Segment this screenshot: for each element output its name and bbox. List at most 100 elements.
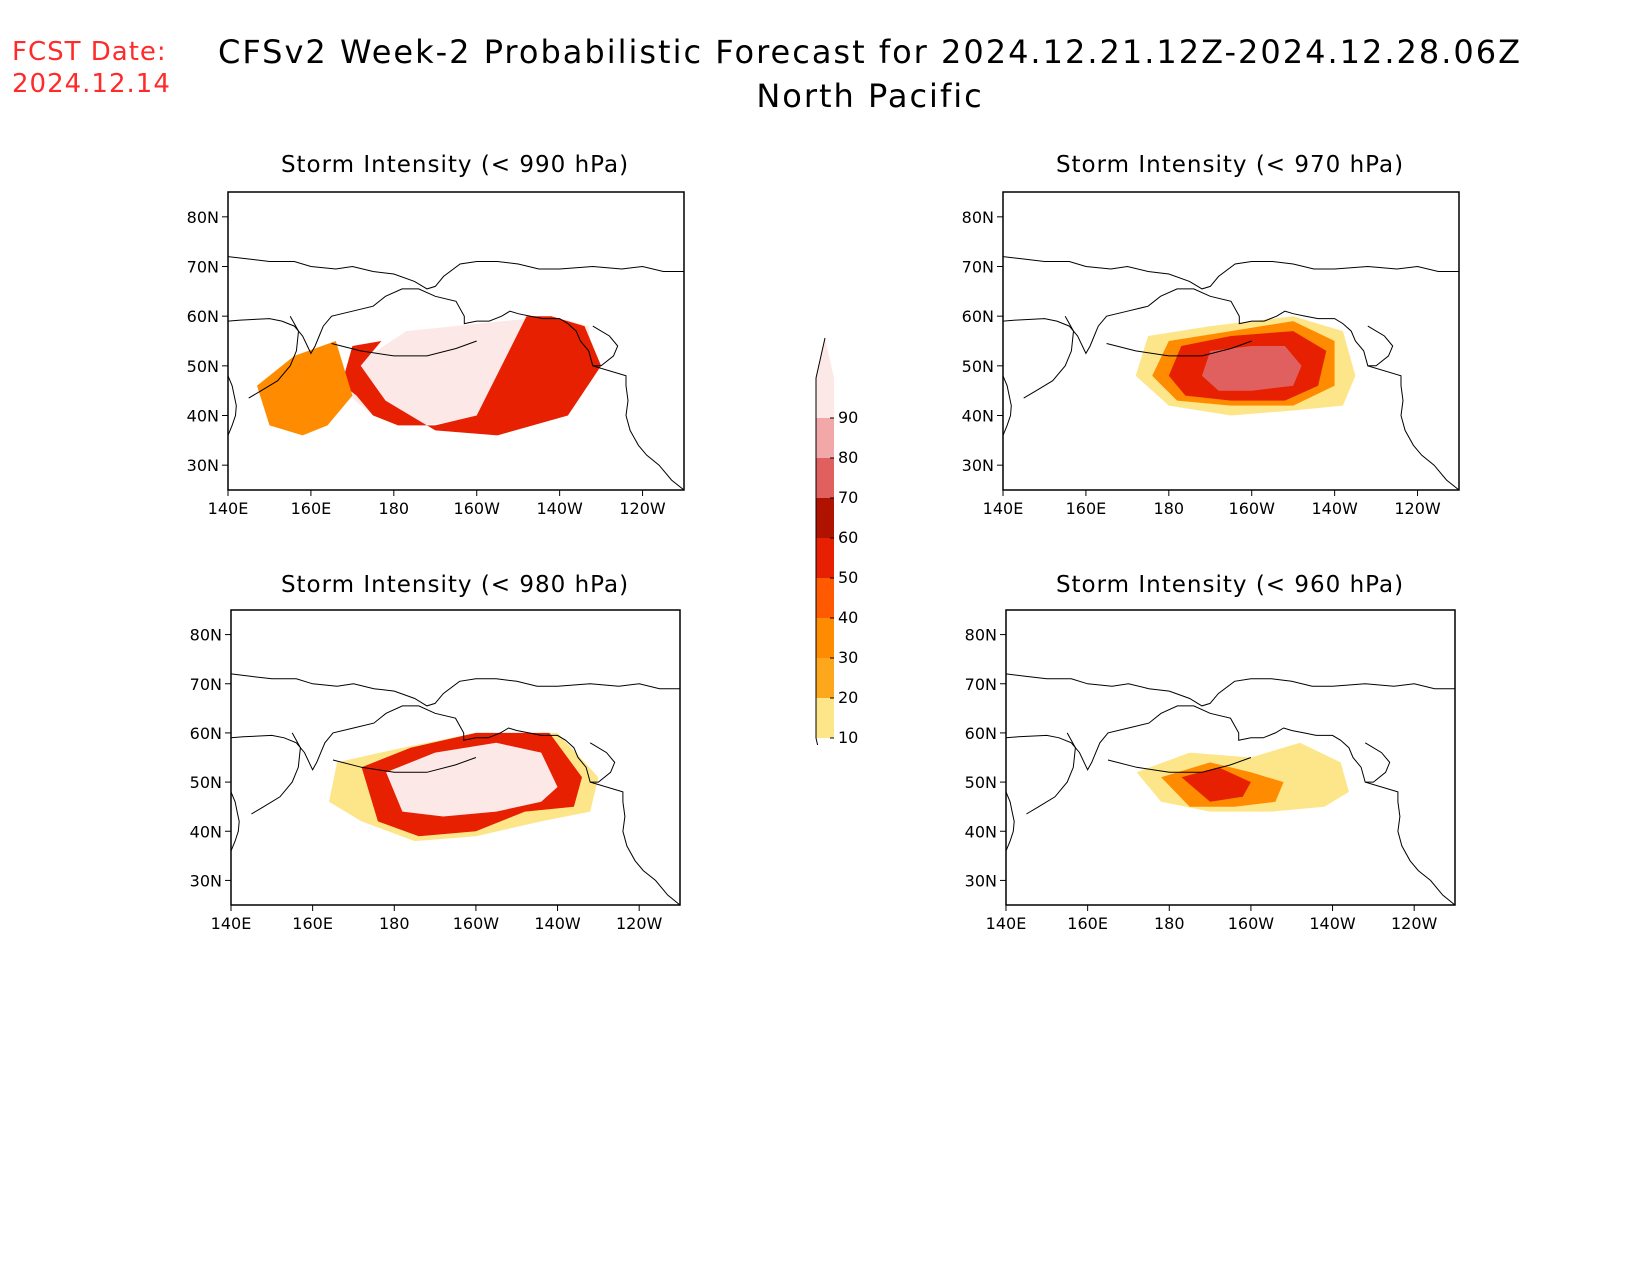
coastline	[231, 673, 680, 707]
coastline	[1006, 673, 1455, 707]
map-panel-970: 140E 160E 180 160W 140W 120W 80N 70N 60N 50N 40N 30…	[962, 191, 1460, 518]
coastline	[1003, 256, 1459, 290]
lat-tick-label: 40N	[190, 822, 222, 841]
lon-tick-label: 140W	[1309, 914, 1356, 933]
lon-tick-label: 140E	[211, 914, 252, 933]
lon-tick-label: 120W	[616, 914, 663, 933]
lon-tick-label: 160E	[1066, 499, 1107, 518]
lon-tick-label: 160W	[1228, 914, 1275, 933]
coastline	[228, 256, 684, 290]
map-panel-980: 140E 160E 180 160W 140W 120W 80N 70N 60N 50N 40N 30…	[190, 609, 681, 933]
page-title: CFSv2 Week-2 Probabilistic Forecast for …	[190, 30, 1550, 118]
panel-title-960: Storm Intensity (< 960 hPa)	[1055, 572, 1405, 598]
fcst-date: 2024.12.14	[12, 69, 171, 99]
colorbar-label: 20	[838, 688, 858, 707]
coastline	[251, 732, 301, 815]
forecast-date-label: FCST Date: 2024.12.14	[12, 36, 171, 100]
colorbar-swatch	[816, 538, 834, 578]
lon-tick-label: 160E	[1067, 914, 1108, 933]
coastline	[228, 375, 237, 436]
probability-region-60	[310, 316, 602, 436]
map-frame	[227, 191, 685, 491]
lon-tick-label: 140W	[534, 914, 581, 933]
coastline	[1003, 375, 1012, 436]
coastline	[1364, 742, 1391, 783]
lat-tick-label: 60N	[190, 724, 222, 743]
coastline	[1006, 705, 1455, 905]
lat-tick-label: 30N	[965, 871, 997, 890]
colorbar-label: 70	[838, 488, 858, 507]
lat-tick-label: 60N	[965, 724, 997, 743]
coastline	[231, 705, 680, 905]
lat-tick-label: 80N	[187, 208, 219, 227]
lat-tick-label: 40N	[965, 822, 997, 841]
coastline	[1006, 791, 1015, 852]
lat-tick-label: 50N	[965, 773, 997, 792]
colorbar-swatch	[816, 578, 834, 618]
coastline	[1367, 325, 1394, 367]
lon-tick-label: 140E	[983, 499, 1024, 518]
coastline	[589, 742, 616, 783]
lat-tick-label: 70N	[962, 258, 994, 277]
colorbar-swatch	[816, 418, 834, 458]
lon-tick-label: 160E	[292, 914, 333, 933]
lat-tick-label: 40N	[962, 407, 994, 426]
probability-region-60	[1181, 767, 1251, 802]
lon-tick-label: 160W	[454, 499, 501, 518]
lon-tick-label: 140E	[208, 499, 249, 518]
lon-tick-label: 160E	[291, 499, 332, 518]
lon-tick-label: 160W	[1229, 499, 1276, 518]
colorbar-label: 40	[838, 608, 858, 627]
colorbar-swatch	[816, 378, 834, 418]
lat-tick-label: 70N	[187, 258, 219, 277]
coastline	[1106, 340, 1252, 357]
coastline	[1003, 288, 1459, 490]
colorbar-bottom-arrow	[816, 738, 834, 745]
lon-tick-label: 140W	[1311, 499, 1358, 518]
lat-tick-label: 60N	[962, 307, 994, 326]
fcst-label: FCST Date:	[12, 37, 167, 67]
lat-tick-label: 30N	[962, 456, 994, 475]
lon-tick-label: 180	[379, 914, 410, 933]
colorbar-swatch	[816, 458, 834, 498]
map-frame	[1002, 191, 1460, 491]
lat-tick-label: 30N	[187, 456, 219, 475]
coastline	[228, 288, 684, 490]
lat-tick-label: 30N	[190, 871, 222, 890]
probability-region-80	[1202, 346, 1302, 391]
lat-tick-label: 70N	[190, 675, 222, 694]
coastline	[1107, 757, 1252, 773]
lat-tick-label: 50N	[187, 357, 219, 376]
map-panel-990: 140E 160E 180 160W 140W 120W 80N 70N 60N 50N 40N 30…	[187, 191, 685, 518]
colorbar-swatch	[816, 658, 834, 698]
coastline	[332, 757, 477, 773]
coastline	[1026, 732, 1076, 815]
colorbar-label: 10	[838, 728, 858, 745]
map-panel-960: 140E 160E 180 160W 140W 120W 80N 70N 60N 50N 40N 30…	[965, 609, 1456, 933]
lon-tick-label: 140W	[536, 499, 583, 518]
lat-tick-label: 80N	[962, 208, 994, 227]
colorbar-swatch	[816, 698, 834, 738]
panel-title-980: Storm Intensity (< 980 hPa)	[280, 572, 630, 598]
colorbar: 10 20 30 40 50 60 70 80 90	[815, 337, 858, 745]
colorbar-label: 80	[838, 448, 858, 467]
coastline	[331, 340, 477, 357]
probability-region-40	[257, 341, 353, 436]
panel-title-990: Storm Intensity (< 990 hPa)	[280, 152, 630, 178]
lat-tick-label: 40N	[187, 407, 219, 426]
coastline	[231, 791, 240, 852]
colorbar-label: 30	[838, 648, 858, 667]
probability-region-90	[386, 742, 558, 817]
lon-tick-label: 180	[379, 499, 410, 518]
panel-title-970: Storm Intensity (< 970 hPa)	[1055, 152, 1405, 178]
lon-tick-label: 140E	[986, 914, 1027, 933]
colorbar-swatch	[816, 498, 834, 538]
colorbar-swatch	[816, 618, 834, 658]
map-frame	[230, 609, 681, 906]
lat-tick-label: 50N	[190, 773, 222, 792]
lat-tick-label: 60N	[187, 307, 219, 326]
map-frame	[1005, 609, 1456, 906]
lon-tick-label: 180	[1154, 914, 1185, 933]
lat-tick-label: 80N	[965, 626, 997, 645]
title-line2: North Pacific	[756, 77, 984, 115]
